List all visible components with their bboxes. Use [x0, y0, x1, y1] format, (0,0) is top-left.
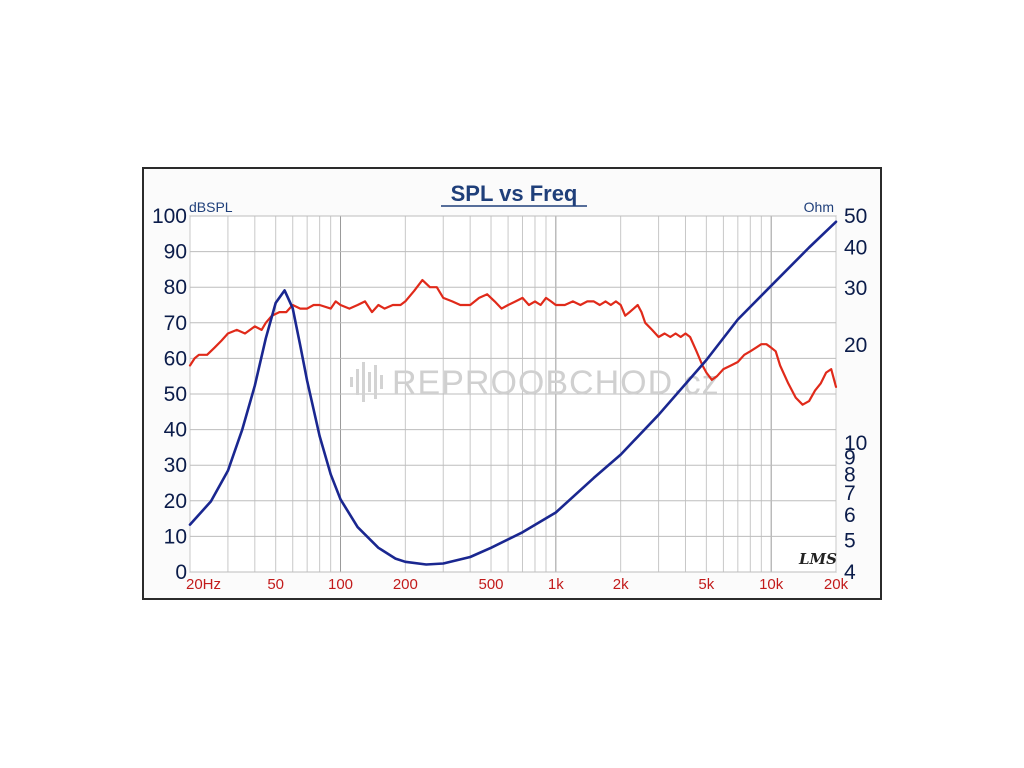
chart-title: SPL vs Freq	[451, 181, 578, 206]
grid	[189, 215, 837, 573]
x-tick-label: 2k	[613, 576, 629, 593]
y-right-tick-label: 20	[844, 334, 867, 357]
y-right-tick-label: 5	[844, 530, 856, 553]
y-right-tick-label: 7	[844, 482, 856, 505]
y-left-tick-label: 40	[164, 419, 187, 442]
y-left-tick-label: 0	[175, 561, 187, 584]
y-right-tick-label: 8	[844, 463, 856, 486]
x-tick-label: 1k	[548, 576, 564, 593]
y-left-tick-label: 20	[164, 490, 187, 513]
y-left-tick-label: 60	[164, 347, 187, 370]
tick-labels: 0102030405060708090100456789102030405020…	[152, 205, 867, 593]
y-right-tick-label: 40	[844, 236, 867, 259]
y-right-tick-label: 6	[844, 504, 856, 527]
y-right-tick-label: 10	[844, 432, 867, 455]
y-left-tick-label: 10	[164, 525, 187, 548]
left-axis-unit: dBSPL	[189, 199, 233, 215]
right-axis-unit: Ohm	[804, 199, 834, 215]
y-left-tick-label: 90	[164, 241, 187, 264]
chart-frame: REPROOBCHOD.cz SPL vs Freq dBSPL Ohm LMS…	[142, 167, 882, 600]
y-right-tick-label: 50	[844, 205, 867, 228]
x-tick-label: 5k	[698, 576, 714, 593]
x-tick-label: 50	[267, 576, 284, 593]
lms-annotation: LMS	[798, 550, 837, 568]
y-left-tick-label: 100	[152, 205, 187, 228]
impedance-curve	[188, 220, 838, 566]
x-tick-label: 20k	[824, 576, 849, 593]
spl-impedance-chart: REPROOBCHOD.cz SPL vs Freq dBSPL Ohm LMS…	[152, 181, 867, 593]
x-tick-label: 20Hz	[186, 576, 221, 593]
y-right-tick-label: 4	[844, 561, 856, 584]
y-left-tick-label: 50	[164, 383, 187, 406]
x-tick-label: 200	[393, 576, 418, 593]
y-right-tick-label: 9	[844, 447, 856, 470]
y-left-tick-label: 30	[164, 454, 187, 477]
x-tick-label: 500	[479, 576, 504, 593]
y-left-tick-label: 70	[164, 312, 187, 335]
watermark-logo-icon	[350, 362, 383, 402]
y-right-tick-label: 30	[844, 277, 867, 300]
x-tick-label: 10k	[759, 576, 784, 593]
series	[188, 220, 838, 566]
watermark-text: REPROOBCHOD.cz	[392, 364, 720, 402]
spl-curve	[188, 279, 838, 406]
y-left-tick-label: 80	[164, 276, 187, 299]
watermark: REPROOBCHOD.cz	[350, 362, 720, 402]
x-tick-label: 100	[328, 576, 353, 593]
